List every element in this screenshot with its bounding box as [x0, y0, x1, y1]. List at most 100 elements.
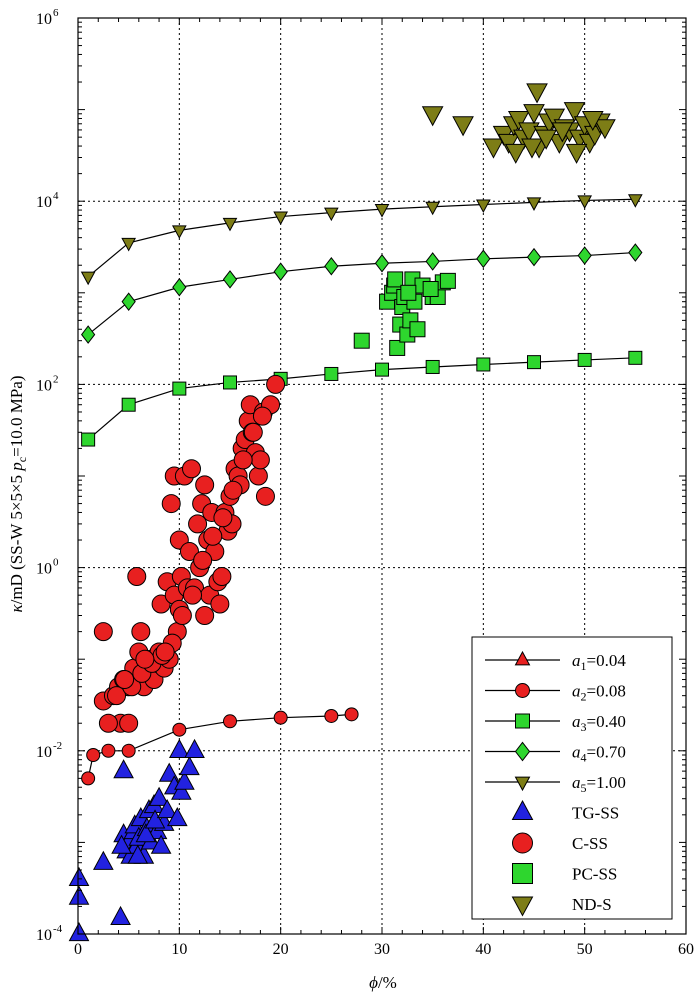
legend-label: C-SS	[572, 834, 608, 853]
data-point	[127, 566, 147, 586]
model-point-4	[273, 262, 288, 281]
data-point	[148, 786, 170, 806]
data-point	[563, 102, 586, 123]
y-tick-label: 10	[36, 744, 52, 761]
data-point	[171, 780, 192, 800]
data-point	[166, 807, 188, 827]
model-point-5	[273, 211, 289, 226]
data-point	[213, 508, 233, 528]
data-point	[181, 459, 201, 479]
legend-label: a3=0.40	[572, 712, 626, 734]
model-point-5	[425, 201, 441, 216]
data-point	[203, 526, 223, 546]
x-tick-labels: 0 10 20 30 40 50 60	[74, 941, 694, 958]
data-point	[195, 475, 215, 495]
data-point	[255, 486, 275, 506]
data-point	[68, 885, 90, 905]
legend-label: a5=1.00	[572, 773, 626, 795]
data-point	[353, 332, 370, 349]
model-line-5	[87, 198, 636, 278]
data-point	[168, 738, 190, 758]
legend-marker	[515, 683, 530, 698]
data-point	[507, 110, 530, 132]
x-tick-label: 20	[273, 941, 289, 958]
y-tick-label: 10	[36, 194, 52, 211]
x-tick-label: 60	[678, 941, 694, 958]
model-point-2	[273, 710, 288, 725]
data-point	[581, 110, 604, 132]
y-tick-label-exponent: -4	[53, 923, 63, 935]
model-line-3	[87, 357, 636, 441]
data-point	[135, 649, 155, 669]
legend-entry: a5=1.00	[485, 773, 626, 795]
data-point	[266, 374, 286, 394]
model-point-2	[81, 771, 96, 786]
legend-label: ND-S	[572, 895, 612, 914]
model-point-4	[526, 247, 542, 267]
data-point	[161, 494, 181, 514]
data-point	[93, 622, 113, 642]
model-point-2	[86, 747, 101, 762]
legend-marker	[514, 650, 531, 666]
data-point	[243, 422, 263, 442]
data-point	[389, 339, 406, 356]
model-point-2	[101, 743, 116, 758]
model-point-5	[171, 225, 187, 239]
data-point	[551, 122, 574, 143]
data-point	[212, 566, 232, 586]
series-c-ss	[93, 374, 286, 733]
model-line-4	[87, 251, 636, 336]
model-point-3	[577, 352, 592, 367]
y-tick-label-exponent: 6	[53, 7, 59, 19]
legend-box	[471, 636, 673, 920]
legend-entry: a1=0.04	[485, 650, 626, 673]
legend-marker	[511, 896, 534, 917]
model-point-4	[172, 277, 187, 297]
model-point-4	[577, 246, 592, 265]
model-point-3	[324, 366, 339, 381]
data-point	[119, 713, 139, 733]
data-point	[565, 143, 588, 164]
data-point	[233, 450, 253, 470]
x-tick-label: 40	[475, 941, 491, 958]
data-point	[150, 834, 172, 854]
legend-entry: a4=0.70	[485, 741, 626, 765]
x-tick-label: 50	[577, 941, 593, 958]
data-point	[184, 738, 205, 758]
model-point-3	[527, 355, 541, 370]
legend-label: a2=0.08	[572, 682, 626, 704]
model-point-4	[374, 254, 390, 273]
model-point-3	[476, 357, 491, 372]
data-point	[248, 466, 268, 486]
model-point-3	[223, 375, 237, 390]
y-tick-label-exponent: -2	[53, 740, 62, 752]
data-point	[151, 594, 171, 614]
data-point	[594, 119, 616, 140]
data-point	[452, 116, 474, 137]
data-point	[526, 83, 548, 104]
y-tick-label: 10	[36, 561, 52, 578]
data-point	[543, 108, 566, 129]
data-point	[111, 834, 132, 854]
model-point-4	[476, 249, 491, 269]
y-axis-label: κ/mD (SS-W 5×5×5 pc=10.0 MPa)	[7, 376, 29, 613]
data-point	[497, 133, 520, 154]
model-point-2	[121, 743, 136, 758]
data-point	[135, 823, 157, 843]
data-point	[179, 541, 199, 561]
legend-label: TG-SS	[572, 804, 619, 823]
data-point	[422, 281, 439, 298]
legend: a1=0.04 a2=0.08 a3=0.40 a4=0.70 a5=1.00 TG-SS…	[471, 636, 673, 920]
data-point	[421, 106, 444, 127]
model-point-3	[81, 432, 96, 447]
y-tick-label-exponent: 4	[53, 190, 59, 202]
axis-ticks	[77, 17, 687, 935]
data-point	[68, 922, 90, 942]
model-point-4	[425, 252, 440, 271]
x-tick-label: 10	[171, 941, 187, 958]
data-points	[68, 83, 616, 942]
x-axis-label: ϕ/%	[369, 973, 397, 992]
data-point	[439, 272, 456, 289]
